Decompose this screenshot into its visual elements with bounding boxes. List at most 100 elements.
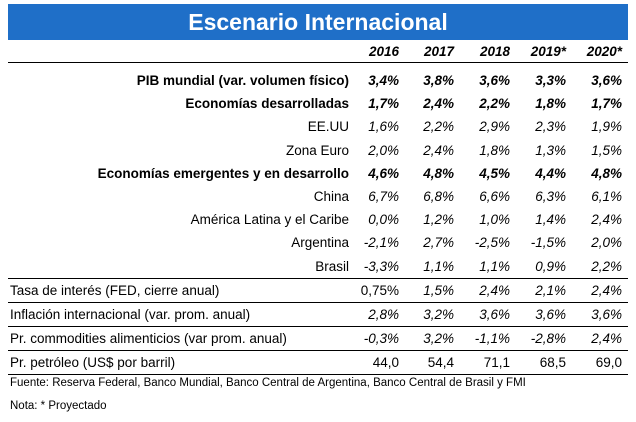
table-row: Economías desarrolladas 1,7% 2,4% 2,2% 1… <box>8 92 628 115</box>
cell-value: 2,4% <box>572 277 628 303</box>
cell-value: 4,8% <box>423 165 454 181</box>
cell-value: 2,3% <box>535 119 566 135</box>
cell-value: 2,2% <box>591 258 622 274</box>
year-header: 2016 <box>353 41 405 63</box>
cell-value: 3,3% <box>535 73 566 89</box>
cell-value: 2,7% <box>423 235 454 251</box>
cell-value: 2,4% <box>423 96 454 112</box>
cell-value: 3,6% <box>572 301 628 327</box>
cell-value: 4,8% <box>591 165 622 181</box>
cell-value: 3,8% <box>423 73 454 89</box>
cell-value: 0,9% <box>535 258 566 274</box>
table-row: Brasil -3,3% 1,1% 1,1% 0,9% 2,2% <box>8 255 628 279</box>
cell-value: 3,6% <box>479 73 510 89</box>
cell-value: 1,9% <box>591 119 622 135</box>
year-header: 2020* <box>572 41 628 63</box>
cell-value: 1,3% <box>535 142 566 158</box>
row-label: Pr. petróleo (US$ por barril) <box>8 350 353 376</box>
row-label: Inflación internacional (var. prom. anua… <box>8 301 353 327</box>
table-row: China 6,7% 6,8% 6,6% 6,3% 6,1% <box>8 185 628 208</box>
row-label: Brasil <box>315 258 349 274</box>
cell-value: 1,8% <box>479 142 510 158</box>
cell-value: 1,1% <box>423 258 454 274</box>
cell-value: 6,3% <box>535 189 566 205</box>
cell-value: 6,8% <box>423 189 454 205</box>
cell-value: 2,2% <box>479 96 510 112</box>
cell-value: 1,7% <box>368 96 399 112</box>
header-row: 2016 2017 2018 2019* 2020* <box>8 41 628 63</box>
row-label: Zona Euro <box>285 142 349 158</box>
cell-value: 6,7% <box>368 189 399 205</box>
cell-value: 2,4% <box>460 277 516 303</box>
cell-value: 2,0% <box>368 142 399 158</box>
cell-value: 3,4% <box>368 73 399 89</box>
cell-value: 44,0 <box>353 350 405 376</box>
source-note: Fuente: Reserva Federal, Banco Mundial, … <box>10 377 526 389</box>
table-row: Pr. commodities alimenticios (var prom. … <box>8 326 628 351</box>
table-row: PIB mundial (var. volumen físico) 3,4% 3… <box>8 69 628 92</box>
cell-value: -1,1% <box>460 326 516 351</box>
cell-value: 3,6% <box>591 73 622 89</box>
cell-value: 2,1% <box>516 277 572 303</box>
cell-value: 68,5 <box>516 350 572 376</box>
cell-value: 3,6% <box>460 301 516 327</box>
cell-value: 6,6% <box>479 189 510 205</box>
cell-value: 1,5% <box>591 142 622 158</box>
cell-value: 69,0 <box>572 350 628 376</box>
cell-value: 1,0% <box>479 212 510 228</box>
cell-value: -2,5% <box>474 235 510 251</box>
cell-value: 1,7% <box>591 96 622 112</box>
year-header: 2018 <box>460 41 516 63</box>
row-label: PIB mundial (var. volumen físico) <box>136 73 349 89</box>
cell-value: 2,9% <box>479 119 510 135</box>
cell-value: -2,8% <box>516 326 572 351</box>
cell-value: 1,2% <box>423 212 454 228</box>
row-label: América Latina y el Caribe <box>190 212 349 228</box>
projection-note: Nota: * Proyectado <box>10 400 107 412</box>
cell-value: 2,0% <box>591 235 622 251</box>
scenario-table: 2016 2017 2018 2019* 2020* PIB mundial (… <box>8 41 628 376</box>
cell-value: 2,4% <box>591 212 622 228</box>
table-row: Argentina -2,1% 2,7% -2,5% -1,5% 2,0% <box>8 231 628 254</box>
cell-value: 2,4% <box>572 326 628 351</box>
table-row: Tasa de interés (FED, cierre anual) 0,75… <box>8 277 628 303</box>
cell-value: 3,2% <box>405 301 460 327</box>
cell-value: 1,6% <box>368 119 399 135</box>
cell-value: 3,6% <box>516 301 572 327</box>
table-row: Zona Euro 2,0% 2,4% 1,8% 1,3% 1,5% <box>8 139 628 162</box>
cell-value: 0,0% <box>368 212 399 228</box>
cell-value: 1,4% <box>535 212 566 228</box>
cell-value: 2,2% <box>423 119 454 135</box>
row-label: Pr. commodities alimenticios (var prom. … <box>8 326 353 351</box>
table-row: América Latina y el Caribe 0,0% 1,2% 1,0… <box>8 208 628 231</box>
cell-value: 1,1% <box>479 258 510 274</box>
cell-value: 4,6% <box>368 165 399 181</box>
cell-value: 54,4 <box>405 350 460 376</box>
header-empty <box>8 41 353 63</box>
year-header: 2019* <box>516 41 572 63</box>
row-label: Tasa de interés (FED, cierre anual) <box>8 277 353 303</box>
cell-value: 6,1% <box>591 189 622 205</box>
cell-value: -2,1% <box>363 235 399 251</box>
row-label: Economías emergentes y en desarrollo <box>97 165 349 181</box>
cell-value: 2,4% <box>423 142 454 158</box>
cell-value: 0,75% <box>353 277 405 303</box>
cell-value: 71,1 <box>460 350 516 376</box>
table-row: Economías emergentes y en desarrollo 4,6… <box>8 162 628 185</box>
cell-value: -0,3% <box>353 326 405 351</box>
row-label: China <box>313 189 349 205</box>
cell-value: 4,4% <box>535 165 566 181</box>
cell-value: 1,8% <box>535 96 566 112</box>
cell-value: 1,5% <box>405 277 460 303</box>
table-title: Escenario Internacional <box>8 4 628 40</box>
row-label: EE.UU <box>307 119 349 135</box>
cell-value: 3,2% <box>405 326 460 351</box>
table-row: EE.UU 1,6% 2,2% 2,9% 2,3% 1,9% <box>8 115 628 138</box>
table-row: Inflación internacional (var. prom. anua… <box>8 301 628 327</box>
year-header: 2017 <box>405 41 460 63</box>
cell-value: 4,5% <box>479 165 510 181</box>
cell-value: -1,5% <box>530 235 566 251</box>
cell-value: 2,8% <box>353 301 405 327</box>
cell-value: -3,3% <box>363 258 399 274</box>
